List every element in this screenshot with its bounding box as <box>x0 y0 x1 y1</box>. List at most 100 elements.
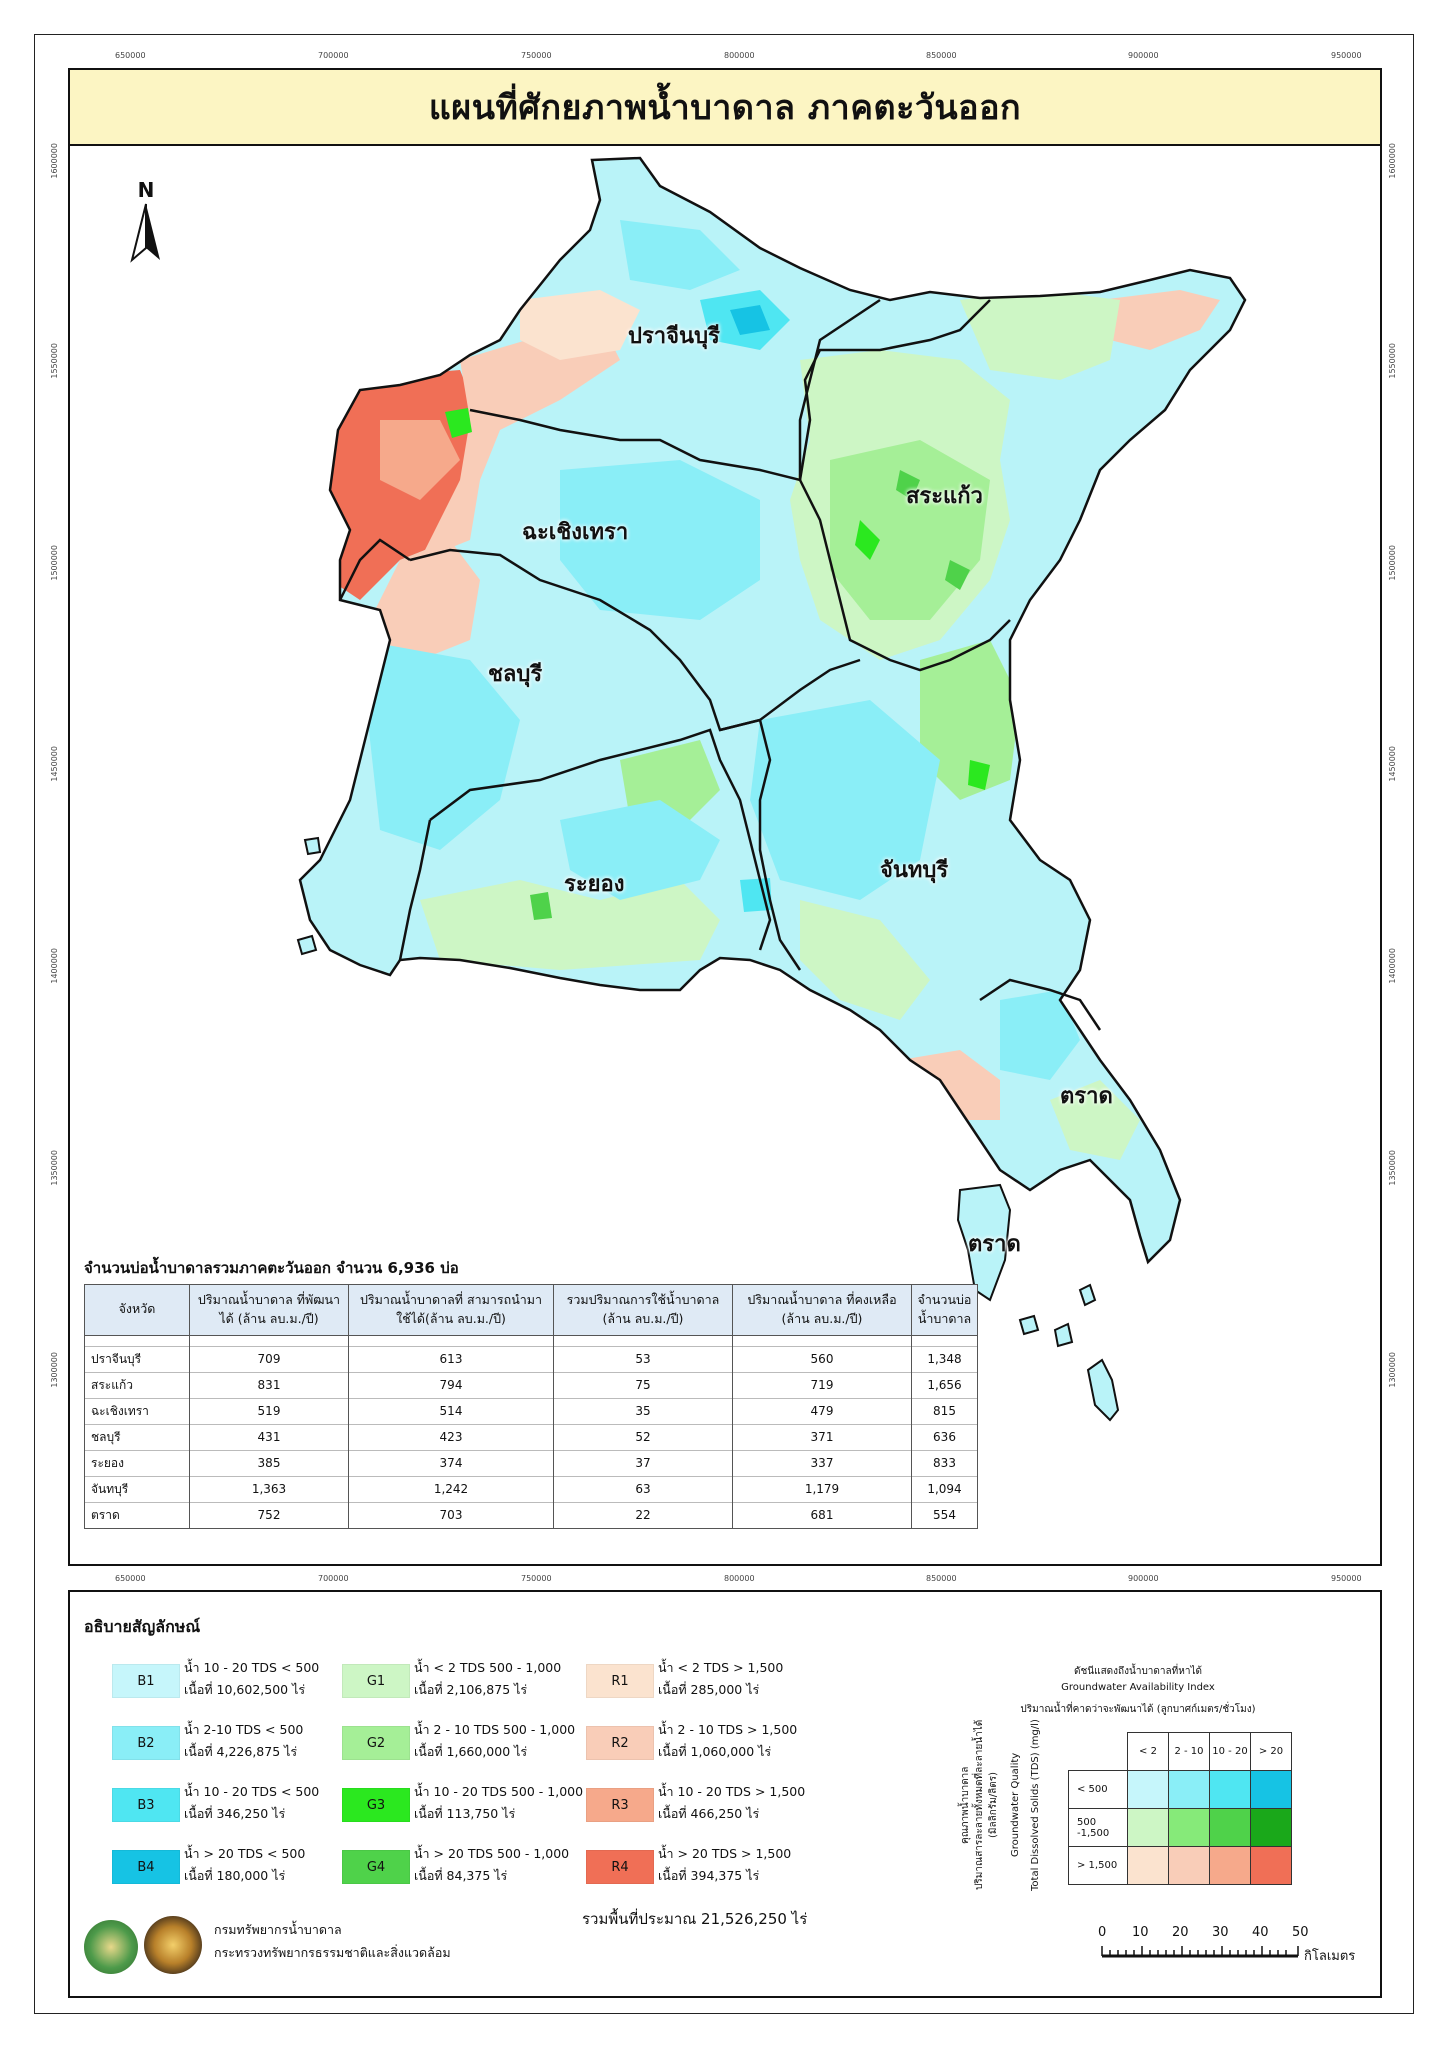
scale-bar-graphic: 0 10 20 30 40 50 กิโลเมตร <box>1098 1925 1355 1964</box>
wells-table-title: จำนวนบ่อน้ำบาดาลรวมภาคตะวันออก จำนวน 6,9… <box>84 1259 459 1277</box>
legend-swatch: G2 <box>342 1726 410 1760</box>
cell-developable: 752 <box>189 1502 349 1529</box>
scale-tick: 10 <box>1132 1925 1149 1940</box>
boundary-rayong-north <box>429 728 772 951</box>
legend-desc: น้ำ < 2 TDS 500 - 1,000 <box>414 1660 562 1675</box>
table-row: ตราด 752 703 22 681 554 <box>84 1502 978 1529</box>
legend-desc: น้ำ > 20 TDS > 1,500 <box>658 1846 792 1861</box>
department-name: กรมทรัพยากรน้ำบาดาล <box>214 1922 342 1937</box>
zone-g1 <box>420 880 720 970</box>
province-label-rayong: ระยอง <box>564 872 625 897</box>
cell-wells: 1,656 <box>911 1372 978 1398</box>
legend-area: เนื้อที่ 346,250 ไร่ <box>184 1806 286 1821</box>
total-area: รวมพื้นที่ประมาณ 21,526,250 ไร่ <box>582 1910 808 1928</box>
region-outline <box>298 156 1247 1265</box>
matrix-col-label: 2 - 10 <box>1168 1732 1210 1771</box>
legend-area: เนื้อที่ 84,375 ไร่ <box>414 1868 508 1883</box>
zone-b2 <box>360 640 520 850</box>
zone-b2 <box>1000 990 1080 1080</box>
legend-desc: น้ำ > 20 TDS < 500 <box>184 1846 306 1861</box>
legend-desc: น้ำ > 20 TDS 500 - 1,000 <box>414 1846 570 1861</box>
matrix-cell <box>1250 1846 1292 1885</box>
legend-area: เนื้อที่ 285,000 ไร่ <box>658 1682 760 1697</box>
boundary-sakaeo-west <box>798 298 881 480</box>
cell-remaining: 371 <box>732 1424 912 1450</box>
matrix-col-label: > 20 <box>1250 1732 1292 1771</box>
zone-g2 <box>920 640 1020 800</box>
island-small <box>1078 1283 1097 1307</box>
map-title: แผนที่ศักยภาพน้ำบาดาล ภาคตะวันออก <box>428 88 1022 128</box>
cell-developable: 385 <box>189 1450 349 1476</box>
legend-swatch: R1 <box>586 1664 654 1698</box>
boundary-chonburi-north <box>338 538 411 601</box>
zone-g3 <box>445 408 472 438</box>
col-header: รวมปริมาณการใช้น้ำบาดาล (ล้าน ลบ.ม./ปี) <box>553 1284 733 1336</box>
cell-wells: 1,094 <box>911 1476 978 1502</box>
province-label-chachoengsao: ฉะเชิงเทรา <box>522 520 629 545</box>
province-label-chonburi: ชลบุรี <box>488 662 543 687</box>
cell-province: ชลบุรี <box>84 1424 190 1450</box>
matrix-cell <box>1127 1846 1169 1885</box>
department-block: กรมทรัพยากรน้ำบาดาล กระทรวงทรัพยากรธรรมช… <box>214 1918 451 1964</box>
table-row: สระแก้ว 831 794 75 719 1,656 <box>84 1372 978 1398</box>
col-header: จังหวัด <box>84 1284 190 1336</box>
table-spacer <box>84 1335 978 1346</box>
legend-area: เนื้อที่ 4,226,875 ไร่ <box>184 1744 298 1759</box>
island-small <box>1053 1322 1074 1348</box>
cell-used: 35 <box>553 1398 733 1424</box>
outer-frame <box>34 34 1414 2014</box>
x-tick: 700000 <box>318 1574 349 1583</box>
zone-b3 <box>740 878 772 912</box>
cell-usable: 794 <box>348 1372 554 1398</box>
cell-province: ปราจีนบุรี <box>84 1346 190 1372</box>
table-header-row: จังหวัด ปริมาณน้ำบาดาล ที่พัฒนาได้ (ล้าน… <box>84 1284 978 1336</box>
index-title-en: Groundwater Availability Index <box>1061 1682 1215 1693</box>
x-tick: 750000 <box>521 51 552 60</box>
zone-g1 <box>1050 1080 1140 1160</box>
matrix-row-label: 500 -1,500 <box>1068 1808 1128 1847</box>
legend-desc: น้ำ 2 - 10 TDS > 1,500 <box>658 1722 798 1737</box>
zone-g4 <box>945 560 970 590</box>
island-koh-chang <box>956 1183 1012 1302</box>
zone-r2 <box>420 320 620 560</box>
zone-r3 <box>380 420 460 500</box>
ministry-name: กระทรวงทรัพยากรธรรมชาติและสิ่งแวดล้อม <box>214 1945 451 1961</box>
matrix-row-label: < 500 <box>1068 1770 1128 1809</box>
legend-swatch: R4 <box>586 1850 654 1884</box>
x-tick: 900000 <box>1128 51 1159 60</box>
legend-swatch: B2 <box>112 1726 180 1760</box>
boundary-rayong-east <box>719 718 802 971</box>
cell-used: 75 <box>553 1372 733 1398</box>
cell-remaining: 337 <box>732 1450 912 1476</box>
boundary-sakaeo-south <box>798 479 1011 672</box>
x-tick: 750000 <box>521 1574 552 1583</box>
scale-tick: 40 <box>1252 1925 1269 1940</box>
cell-used: 53 <box>553 1346 733 1372</box>
zone-b4 <box>730 305 770 335</box>
boundary-chacheong-south <box>409 548 861 732</box>
cell-remaining: 479 <box>732 1398 912 1424</box>
cell-developable: 709 <box>189 1346 349 1372</box>
table-row: ปราจีนบุรี 709 613 53 560 1,348 <box>84 1346 978 1372</box>
matrix-cell <box>1250 1770 1292 1809</box>
zone-b2 <box>750 700 940 900</box>
legend-panel <box>68 1590 1382 1998</box>
col-header: จำนวนบ่อ น้ำบาดาล <box>911 1284 978 1336</box>
table-row: ระยอง 385 374 37 337 833 <box>84 1450 978 1476</box>
province-label-sakaeo: สระแก้ว <box>906 484 983 509</box>
x-tick: 800000 <box>724 51 755 60</box>
legend-swatch: G3 <box>342 1788 410 1822</box>
dgr-logo <box>84 1920 138 1974</box>
zone-g3 <box>855 520 880 560</box>
index-side-label-5: Total Dissolved Solids (TDS) (mg/l) <box>1030 1719 1041 1891</box>
matrix-col-label: < 2 <box>1127 1732 1169 1771</box>
cell-wells: 815 <box>911 1398 978 1424</box>
cell-used: 63 <box>553 1476 733 1502</box>
cell-remaining: 719 <box>732 1372 912 1398</box>
table-row: จันทบุรี 1,363 1,242 63 1,179 1,094 <box>84 1476 978 1502</box>
matrix-col-label: 10 - 20 <box>1209 1732 1251 1771</box>
legend-swatch: B1 <box>112 1664 180 1698</box>
north-label: N <box>137 178 155 202</box>
legend-area: เนื้อที่ 466,250 ไร่ <box>658 1806 760 1821</box>
legend-title: อธิบายสัญลักษณ์ <box>84 1617 201 1636</box>
